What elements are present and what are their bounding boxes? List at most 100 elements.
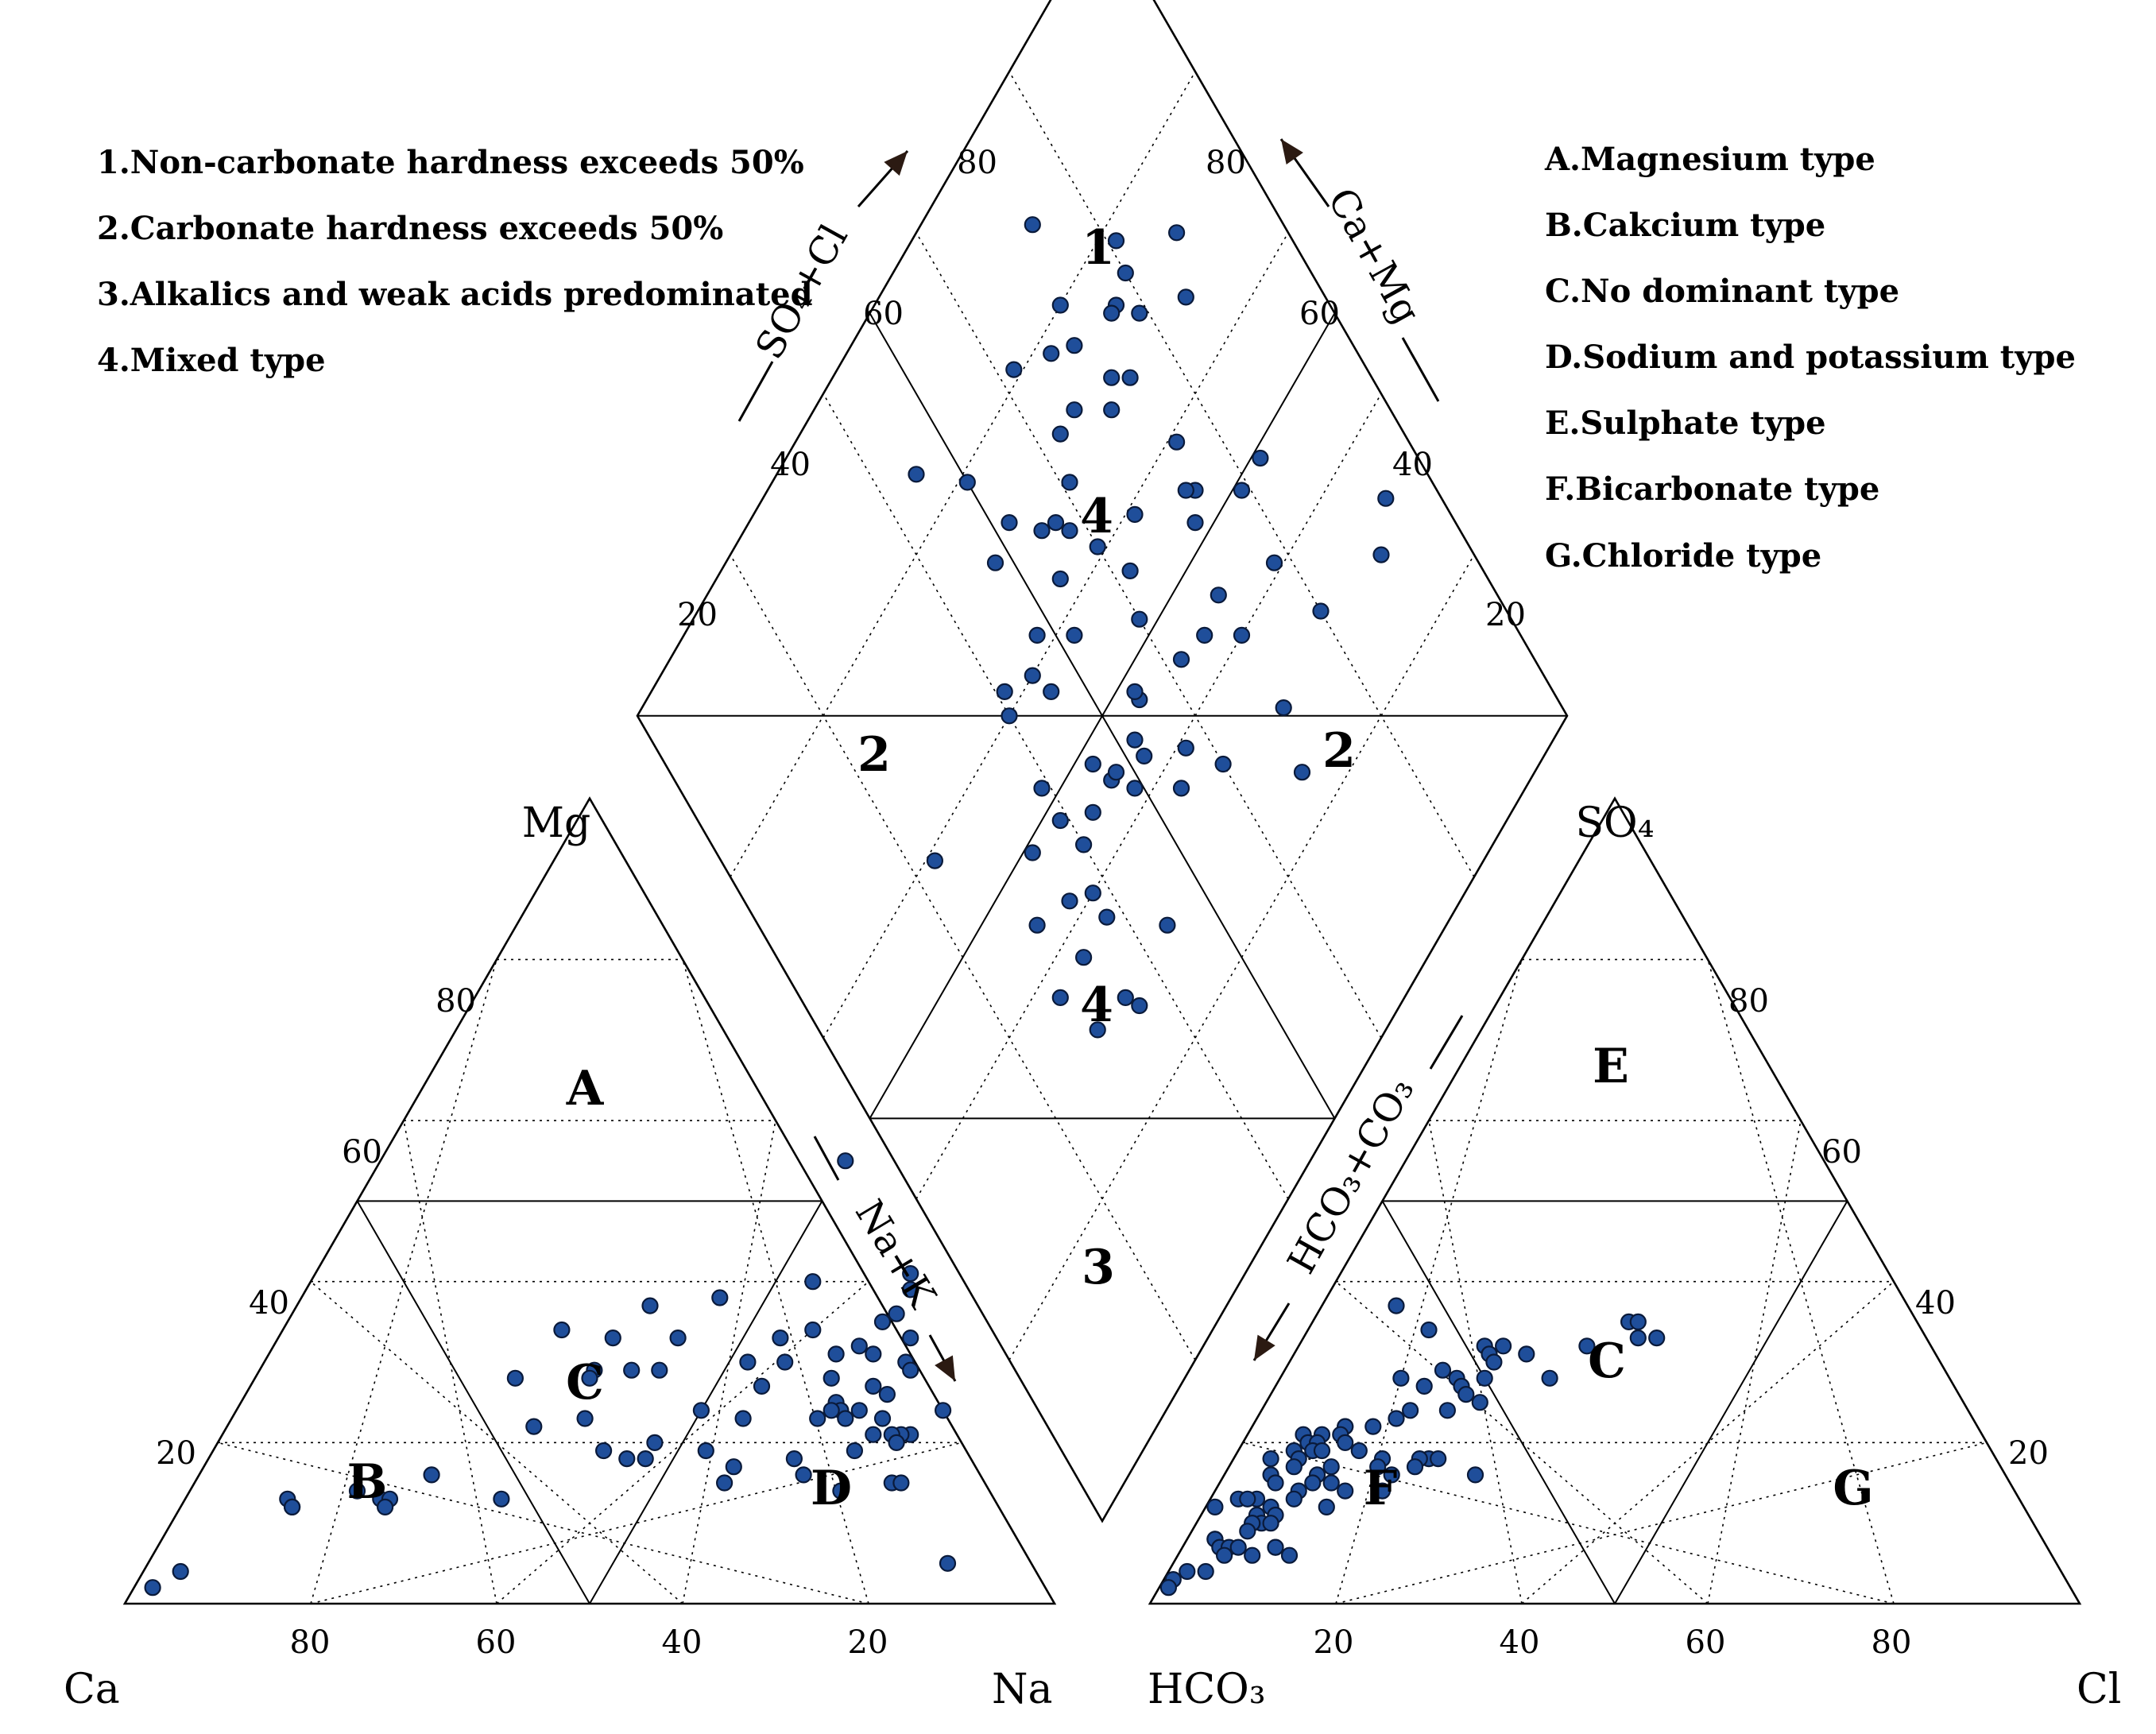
diamond-point (1121, 369, 1139, 386)
legend-left-2: 2.Carbonate hardness exceeds 50% (97, 210, 723, 247)
anion-point (1383, 1466, 1400, 1484)
diamond-point (1103, 369, 1121, 386)
cation-point (939, 1554, 957, 1572)
cation-point (873, 1313, 892, 1331)
cation-point (837, 1410, 854, 1427)
cation-point (892, 1474, 910, 1492)
cation-point (553, 1321, 571, 1339)
anion-point (1215, 1546, 1233, 1564)
anion-point (1206, 1498, 1224, 1516)
anion-grid-a-1 (1335, 959, 1523, 1604)
diamond-point (1074, 949, 1093, 966)
anion-point (1629, 1329, 1647, 1347)
anion-grid-a-3 (1335, 1281, 1709, 1604)
anion-grid-b-3 (1521, 1281, 1895, 1604)
anion-division-left (1381, 1200, 1616, 1604)
cation-point (804, 1321, 822, 1339)
anion-point (1434, 1361, 1452, 1379)
diamond-left-arrow-tail (737, 361, 774, 422)
diamond-field-4-lower: 4 (1080, 977, 1113, 1033)
diamond-point (1066, 401, 1083, 419)
diamond-point (1005, 361, 1023, 378)
cation-point (827, 1345, 845, 1363)
cation-field-b: B (347, 1454, 388, 1510)
anion-point (1229, 1539, 1247, 1556)
diamond-point (1061, 892, 1078, 910)
cation-tick-20: 20 (156, 1435, 196, 1472)
cation-point (525, 1418, 543, 1435)
cation-point (809, 1410, 826, 1427)
diamond-point (1233, 482, 1251, 499)
cation-grid-a-4 (217, 1442, 869, 1604)
legend-right-d: D.Sodium and potassium type (1545, 339, 2076, 376)
diamond-right-tick-80: 80 (1206, 145, 1246, 181)
anion-point (1262, 1515, 1279, 1532)
cation-point (832, 1482, 850, 1500)
anion-bottom-tick-20: 20 (1314, 1624, 1354, 1661)
anion-point (1179, 1562, 1196, 1581)
cation-point (618, 1450, 636, 1468)
anion-point (1159, 1579, 1178, 1597)
diamond-point (1028, 626, 1046, 644)
anion-bottom-tick-80: 80 (1872, 1624, 1912, 1661)
cation-grid-a-1 (310, 959, 497, 1604)
diamond-point (1131, 610, 1148, 628)
cation-point (651, 1361, 668, 1379)
diamond-point (1177, 482, 1194, 499)
cation-point (692, 1402, 710, 1419)
anion-point (1304, 1474, 1322, 1492)
diamond-point (1172, 780, 1190, 797)
cation-point (646, 1434, 664, 1452)
anion-point (1401, 1402, 1419, 1419)
cation-point (934, 1402, 952, 1419)
cation-tick-40: 40 (249, 1285, 289, 1322)
diamond-point (1196, 626, 1213, 644)
diamond-point (1051, 570, 1069, 588)
anion-grid-a-4 (1242, 1442, 1895, 1604)
diamond-point (1136, 747, 1153, 765)
anion-grid-b-4 (1335, 1442, 1988, 1604)
cation-point (753, 1377, 771, 1395)
diamond-point (1275, 699, 1292, 717)
anion-field-f: F (1364, 1461, 1398, 1516)
diamond-field-3: 3 (1082, 1240, 1115, 1295)
anion-point (1648, 1329, 1666, 1347)
cation-point (878, 1385, 896, 1403)
cation-point (785, 1450, 803, 1468)
diamond-right-tick-40: 40 (1392, 447, 1433, 483)
diamond-point (1047, 513, 1065, 532)
diamond-field-1: 1 (1082, 220, 1115, 276)
text-layer: 1.Non-carbonate hardness exceeds 50% 2.C… (64, 141, 2121, 1713)
cation-arrow-label: Na+K (846, 1192, 945, 1316)
anion-point (1262, 1450, 1279, 1468)
cation-point (581, 1369, 598, 1387)
anion-tick-60: 60 (1821, 1134, 1862, 1171)
anion-point (1476, 1369, 1493, 1387)
cation-point (772, 1329, 789, 1347)
anion-point (1337, 1482, 1354, 1500)
frame-layer (122, 0, 2082, 1605)
cation-arrow-tail (813, 1136, 840, 1181)
cation-point (739, 1353, 757, 1371)
anion-point (1318, 1498, 1335, 1516)
diamond-point (1051, 425, 1069, 443)
anion-point (1337, 1434, 1354, 1452)
anion-field-e: E (1593, 1039, 1629, 1094)
cation-point (902, 1329, 919, 1347)
diamond-point (1089, 538, 1106, 555)
cation-point (725, 1458, 742, 1476)
legend-right-g: G.Chloride type (1545, 537, 1821, 575)
cation-point (576, 1410, 594, 1427)
diamond-point (1167, 433, 1186, 451)
cation-point (873, 1410, 892, 1427)
diamond-point (1084, 755, 1101, 773)
cation-field-a: A (566, 1061, 605, 1117)
diamond-point (1107, 764, 1125, 781)
diamond-point (1131, 304, 1148, 322)
diamond-point (1372, 546, 1390, 563)
diamond-point (1061, 474, 1078, 491)
anion-left-label: HCO₃ (1148, 1666, 1266, 1713)
anion-point (1471, 1394, 1488, 1411)
diamond-point (1121, 562, 1139, 580)
cation-point (865, 1377, 882, 1395)
